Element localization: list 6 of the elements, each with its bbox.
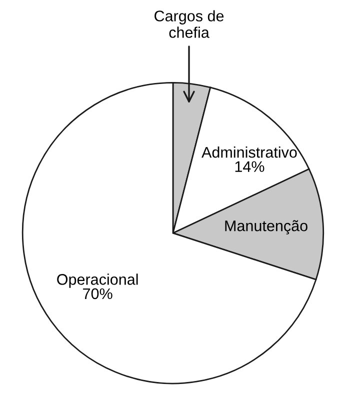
data-label: 14% — [235, 161, 264, 172]
slice-label: Administrativo — [202, 146, 297, 158]
slice-label: Operacional — [57, 274, 138, 288]
slice-label: Manutenção — [225, 220, 308, 234]
slice-label: Cargos de chefia — [154, 10, 224, 38]
data-label: 70% — [83, 288, 112, 300]
